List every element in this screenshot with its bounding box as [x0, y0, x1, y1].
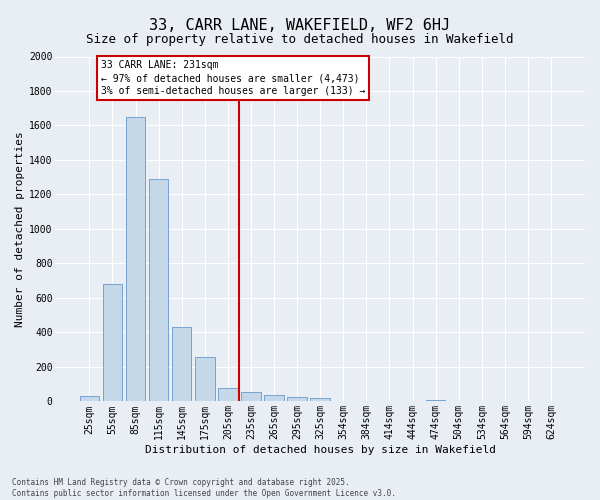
Bar — [149, 179, 169, 402]
Text: 33 CARR LANE: 231sqm
← 97% of detached houses are smaller (4,473)
3% of semi-det: 33 CARR LANE: 231sqm ← 97% of detached h… — [101, 60, 365, 96]
Text: Size of property relative to detached houses in Wakefield: Size of property relative to detached ho… — [86, 32, 514, 46]
Text: 33, CARR LANE, WAKEFIELD, WF2 6HJ: 33, CARR LANE, WAKEFIELD, WF2 6HJ — [149, 18, 451, 32]
Bar — [172, 328, 191, 402]
Bar — [80, 396, 99, 402]
Text: Contains HM Land Registry data © Crown copyright and database right 2025.
Contai: Contains HM Land Registry data © Crown c… — [12, 478, 396, 498]
Bar — [310, 398, 330, 402]
Bar — [287, 397, 307, 402]
Bar — [426, 400, 445, 402]
Bar — [125, 117, 145, 402]
Bar — [195, 358, 215, 402]
Bar — [241, 392, 261, 402]
Bar — [103, 284, 122, 402]
Bar — [218, 388, 238, 402]
Bar — [264, 396, 284, 402]
Y-axis label: Number of detached properties: Number of detached properties — [15, 131, 25, 327]
X-axis label: Distribution of detached houses by size in Wakefield: Distribution of detached houses by size … — [145, 445, 496, 455]
